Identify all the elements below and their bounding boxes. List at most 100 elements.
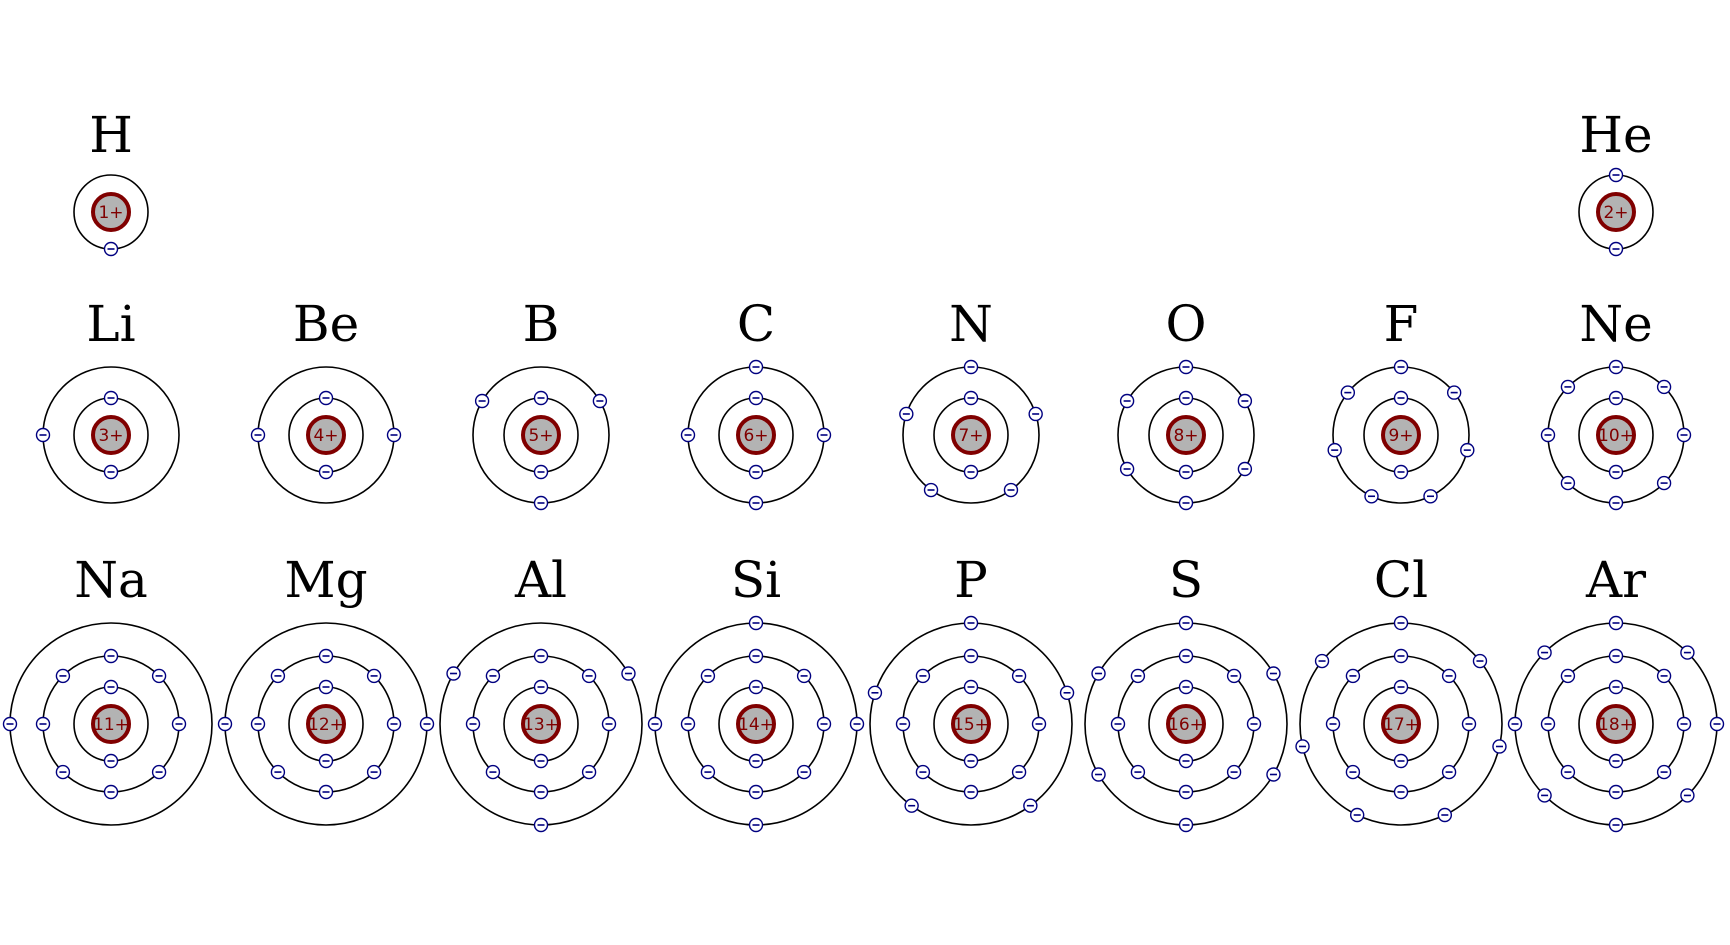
atom-li: Li 3+	[35, 295, 180, 504]
electron	[103, 753, 119, 769]
electron	[318, 753, 334, 769]
atom-si: Si 14+	[647, 551, 865, 833]
nucleus	[521, 415, 561, 455]
atom-be: Be 4+	[250, 295, 402, 504]
element-symbol: Na	[74, 551, 148, 609]
electron	[1226, 668, 1242, 684]
nucleus-charge: 6+	[743, 426, 768, 446]
electron	[1560, 475, 1576, 491]
electron	[1023, 798, 1038, 813]
electron	[1608, 495, 1624, 511]
electron	[103, 390, 119, 406]
electron	[1540, 427, 1556, 443]
atom-n: N 7+	[899, 295, 1043, 504]
nucleus-charge: 7+	[958, 426, 983, 446]
electron	[700, 668, 716, 684]
nucleus-charge: 13+	[523, 715, 559, 735]
electron	[601, 716, 617, 732]
electron	[1461, 716, 1477, 732]
atom-c: C 6+	[680, 295, 832, 511]
nucleus	[951, 415, 991, 455]
electron	[1393, 784, 1409, 800]
element-symbol: N	[949, 295, 993, 353]
electron	[680, 427, 696, 443]
nucleus	[91, 415, 131, 455]
electron	[1560, 764, 1576, 780]
electron	[533, 648, 549, 664]
atom-ar: Ar 18+	[1507, 551, 1725, 833]
electron	[35, 427, 51, 443]
nucleus-charge: 3+	[98, 426, 123, 446]
electron	[1560, 379, 1576, 395]
electron	[1091, 767, 1106, 782]
electron	[647, 716, 663, 732]
electron	[474, 393, 490, 409]
element-symbol: Be	[293, 295, 359, 353]
electron	[700, 764, 716, 780]
electron	[1031, 716, 1047, 732]
electron	[533, 390, 549, 406]
electron	[796, 668, 812, 684]
electron	[366, 668, 382, 684]
electron	[1325, 716, 1341, 732]
electron	[533, 464, 549, 480]
electron	[1393, 359, 1409, 375]
electron	[318, 464, 334, 480]
electron	[1608, 615, 1624, 631]
electron	[1091, 666, 1106, 681]
nucleus-charge: 11+	[93, 715, 129, 735]
electron	[103, 241, 119, 257]
nucleus	[1381, 704, 1421, 744]
electron	[1178, 679, 1194, 695]
electron	[446, 666, 461, 681]
electron	[318, 648, 334, 664]
electron	[748, 615, 764, 631]
electron	[1364, 489, 1379, 504]
element-symbol: S	[1169, 551, 1203, 609]
electron	[1178, 390, 1194, 406]
electron	[103, 784, 119, 800]
element-symbol: C	[737, 295, 775, 353]
electron	[151, 668, 167, 684]
electron	[849, 716, 865, 732]
atom-s: S 16+	[1084, 551, 1288, 833]
nucleus	[91, 704, 131, 744]
electron	[1537, 645, 1552, 660]
element-symbol: F	[1384, 295, 1419, 353]
electron	[1656, 475, 1672, 491]
electron	[592, 393, 608, 409]
electron	[533, 679, 549, 695]
electron	[103, 464, 119, 480]
electron	[1560, 668, 1576, 684]
electron	[1656, 764, 1672, 780]
nucleus	[306, 415, 346, 455]
nucleus	[736, 415, 776, 455]
element-symbol: Cl	[1374, 551, 1428, 609]
electron	[1349, 807, 1365, 823]
electron	[963, 615, 979, 631]
nucleus	[91, 192, 131, 232]
electron	[1437, 807, 1453, 823]
electron	[1446, 385, 1462, 400]
electron	[1178, 648, 1194, 664]
element-symbol: O	[1166, 295, 1207, 353]
element-symbol: He	[1579, 106, 1652, 164]
nucleus-charge: 14+	[738, 715, 774, 735]
electron	[923, 482, 939, 498]
electron	[1608, 648, 1624, 664]
element-symbol: Ar	[1585, 551, 1646, 609]
electron	[1492, 739, 1507, 754]
electron	[581, 764, 597, 780]
electron	[1314, 653, 1330, 669]
electron	[895, 716, 911, 732]
electron	[533, 753, 549, 769]
electron	[1393, 753, 1409, 769]
electron	[103, 679, 119, 695]
electron	[1266, 666, 1281, 681]
electron	[55, 764, 71, 780]
electron	[816, 716, 832, 732]
electron	[816, 427, 832, 443]
electron	[963, 359, 979, 375]
electron	[581, 668, 597, 684]
electron	[1295, 739, 1310, 754]
